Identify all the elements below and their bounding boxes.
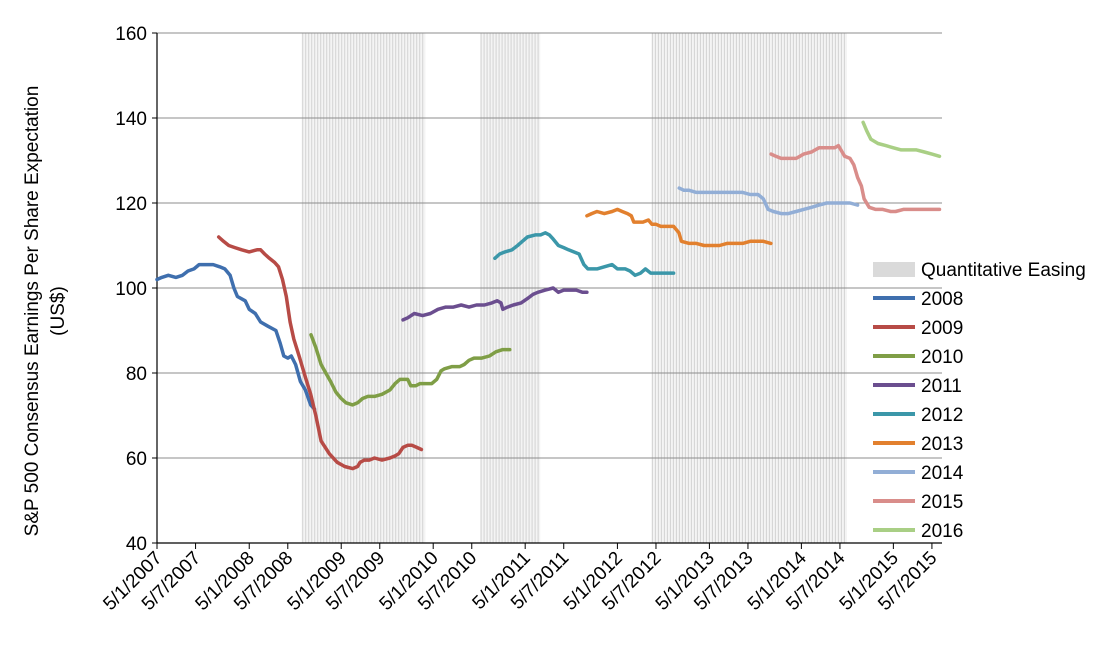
legend-label-2011: 2011 bbox=[921, 376, 962, 397]
legend-label-2008: 2008 bbox=[921, 289, 963, 310]
series-line-2013 bbox=[585, 207, 773, 248]
series-line-2009 bbox=[216, 235, 424, 471]
legend-item-2011: 2011 bbox=[873, 376, 962, 397]
y-tick-label: 100 bbox=[115, 279, 147, 300]
y-tick-label: 80 bbox=[126, 364, 147, 385]
legend-label-2013: 2013 bbox=[921, 434, 963, 455]
legend-label-2012: 2012 bbox=[921, 405, 963, 426]
legend-item-2008: 2008 bbox=[873, 289, 963, 310]
legend-item-2013: 2013 bbox=[873, 434, 963, 455]
legend-label-2015: 2015 bbox=[921, 492, 963, 513]
series-lines bbox=[155, 120, 942, 471]
legend-item-2012: 2012 bbox=[873, 405, 963, 426]
y-tick-label: 40 bbox=[126, 534, 147, 555]
legend-label-2016: 2016 bbox=[921, 521, 963, 542]
series-line-2010 bbox=[309, 333, 512, 407]
legend-item-2015: 2015 bbox=[873, 492, 963, 513]
y-tick-label: 140 bbox=[115, 109, 147, 130]
series-line-2012 bbox=[493, 231, 676, 278]
legend-item-qe: Quantitative Easing bbox=[873, 260, 1086, 281]
y-axis-label: S&P 500 Consensus Earnings Per Share Exp… bbox=[22, 86, 43, 537]
legend-label-qe: Quantitative Easing bbox=[921, 260, 1086, 281]
legend-item-2010: 2010 bbox=[873, 347, 963, 368]
legend-label-2010: 2010 bbox=[921, 347, 963, 368]
y-tick-label: 160 bbox=[115, 24, 147, 45]
series-line-2015 bbox=[769, 143, 942, 214]
series-line-2016 bbox=[861, 120, 942, 159]
series-line-2014 bbox=[677, 186, 860, 216]
legend-item-2016: 2016 bbox=[873, 521, 963, 542]
series-line-2011 bbox=[401, 286, 589, 322]
legend: Quantitative Easing 2008 2009 2010 2011 2012 2… bbox=[873, 260, 1086, 542]
y-axis-label-unit: (US$) bbox=[48, 286, 69, 336]
series-line-2008 bbox=[155, 262, 317, 411]
y-tick-label: 60 bbox=[126, 449, 147, 470]
legend-item-2009: 2009 bbox=[873, 318, 963, 339]
legend-item-2014: 2014 bbox=[873, 463, 964, 484]
legend-swatch-qe bbox=[873, 262, 915, 277]
legend-label-2014: 2014 bbox=[921, 463, 964, 484]
y-tick-label: 120 bbox=[115, 194, 147, 215]
legend-label-2009: 2009 bbox=[921, 318, 963, 339]
